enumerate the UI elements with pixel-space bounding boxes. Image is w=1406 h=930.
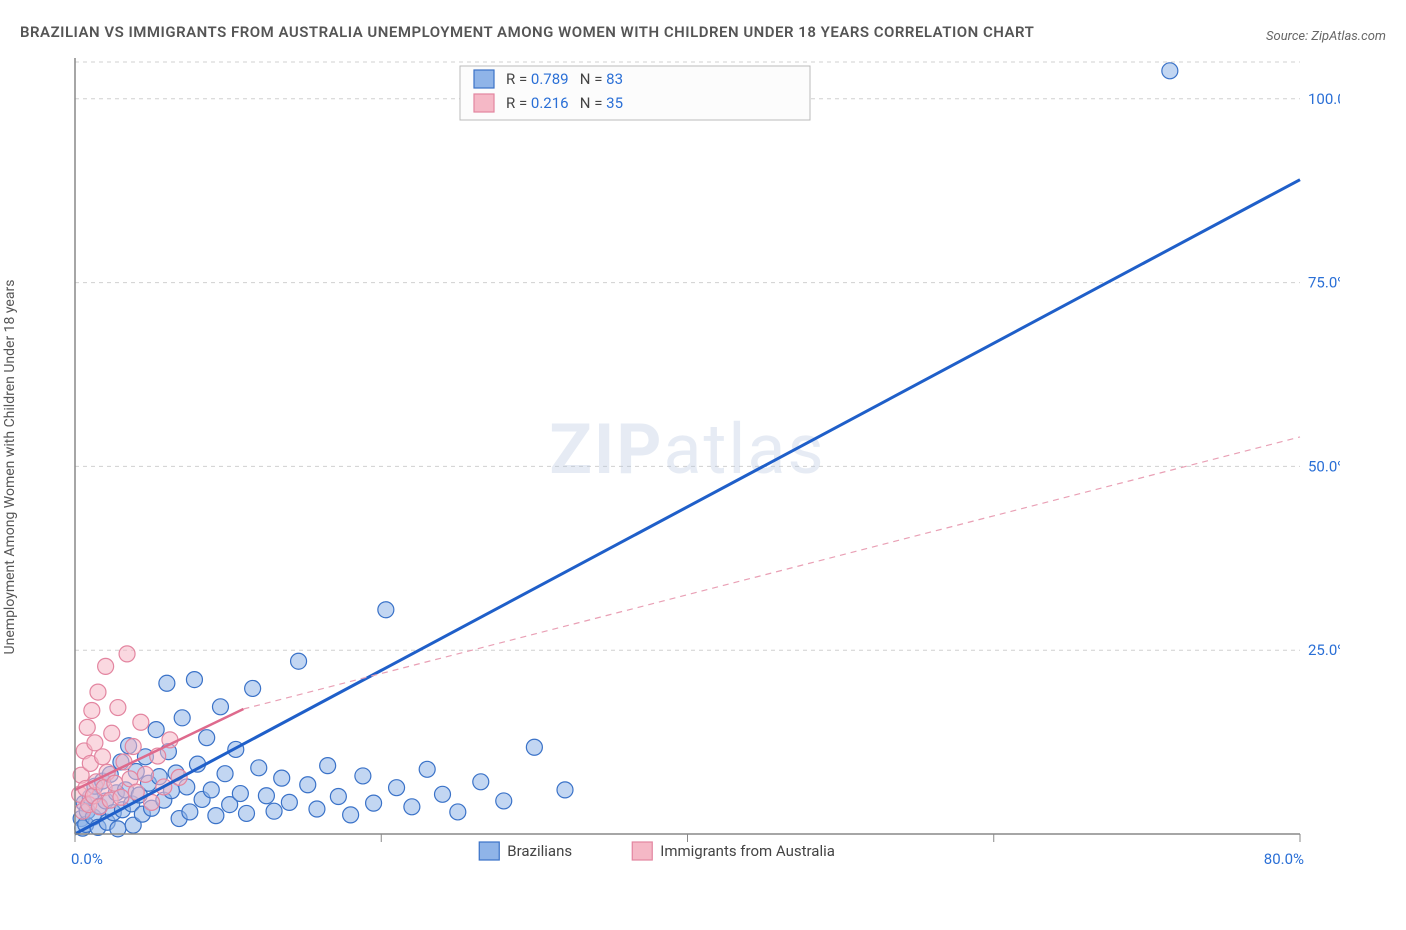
data-point bbox=[110, 700, 126, 716]
data-point bbox=[84, 702, 100, 718]
data-point bbox=[320, 758, 336, 774]
data-point bbox=[186, 672, 202, 688]
data-point bbox=[266, 803, 282, 819]
data-point bbox=[450, 804, 466, 820]
data-point bbox=[208, 808, 224, 824]
data-point bbox=[174, 710, 190, 726]
data-point bbox=[309, 801, 325, 817]
data-point bbox=[496, 793, 512, 809]
legend-swatch bbox=[479, 842, 499, 860]
data-point bbox=[137, 766, 153, 782]
legend-swatch bbox=[474, 94, 494, 112]
stats-row: R = 0.216 N = 35 bbox=[506, 94, 623, 112]
data-point bbox=[343, 807, 359, 823]
y-tick-label: 100.0% bbox=[1308, 90, 1340, 108]
data-point bbox=[245, 680, 261, 696]
header-row: BRAZILIAN VS IMMIGRANTS FROM AUSTRALIA U… bbox=[20, 20, 1386, 44]
data-point bbox=[159, 675, 175, 691]
data-point bbox=[212, 699, 228, 715]
x-tick-label: 0.0% bbox=[71, 850, 103, 868]
data-point bbox=[251, 760, 267, 776]
legend-swatch bbox=[632, 842, 652, 860]
data-point bbox=[199, 730, 215, 746]
data-point bbox=[274, 770, 290, 786]
data-point bbox=[281, 794, 297, 810]
data-point bbox=[378, 602, 394, 618]
data-point bbox=[473, 774, 489, 790]
data-point bbox=[404, 799, 420, 815]
data-point bbox=[239, 805, 255, 821]
data-point bbox=[104, 725, 120, 741]
x-tick-label: 80.0% bbox=[1264, 850, 1304, 868]
stats-row: R = 0.789 N = 83 bbox=[506, 70, 623, 88]
data-point bbox=[148, 722, 164, 738]
data-point bbox=[203, 782, 219, 798]
correlation-scatter-chart: ZIPatlas 0.0% 80.0% 25.0% 50.0% 75.0% 100.0% R … bbox=[20, 52, 1340, 882]
y-axis-label: Unemployment Among Women with Children U… bbox=[2, 280, 18, 655]
data-point bbox=[113, 789, 129, 805]
data-point bbox=[125, 739, 141, 755]
data-point bbox=[90, 684, 106, 700]
data-point bbox=[366, 795, 382, 811]
data-point bbox=[435, 786, 451, 802]
data-point bbox=[258, 788, 274, 804]
data-point bbox=[419, 761, 435, 777]
y-tick-label: 25.0% bbox=[1308, 641, 1340, 659]
chart-title: BRAZILIAN VS IMMIGRANTS FROM AUSTRALIA U… bbox=[20, 20, 1034, 44]
data-point bbox=[526, 739, 542, 755]
chart-container: Unemployment Among Women with Children U… bbox=[20, 52, 1386, 882]
data-point bbox=[95, 749, 111, 765]
data-point bbox=[217, 766, 233, 782]
trend-line bbox=[75, 180, 1300, 834]
data-point bbox=[355, 768, 371, 784]
data-point bbox=[330, 789, 346, 805]
data-point bbox=[182, 804, 198, 820]
svg-text:ZIPatlas: ZIPatlas bbox=[549, 409, 825, 491]
data-point bbox=[98, 658, 114, 674]
legend-swatch bbox=[474, 70, 494, 88]
data-point bbox=[557, 782, 573, 798]
source-attribution: Source: ZipAtlas.com bbox=[1266, 29, 1386, 44]
y-tick-label: 75.0% bbox=[1308, 274, 1340, 292]
legend-label: Immigrants from Australia bbox=[660, 842, 835, 860]
data-point bbox=[389, 780, 405, 796]
data-point bbox=[232, 786, 248, 802]
data-point bbox=[1162, 63, 1178, 79]
y-tick-label: 50.0% bbox=[1308, 457, 1340, 475]
legend-label: Brazilians bbox=[507, 842, 572, 860]
data-point bbox=[133, 714, 149, 730]
data-point bbox=[291, 653, 307, 669]
data-point bbox=[119, 646, 135, 662]
data-point bbox=[87, 735, 103, 751]
data-point bbox=[79, 719, 95, 735]
data-point bbox=[300, 777, 316, 793]
